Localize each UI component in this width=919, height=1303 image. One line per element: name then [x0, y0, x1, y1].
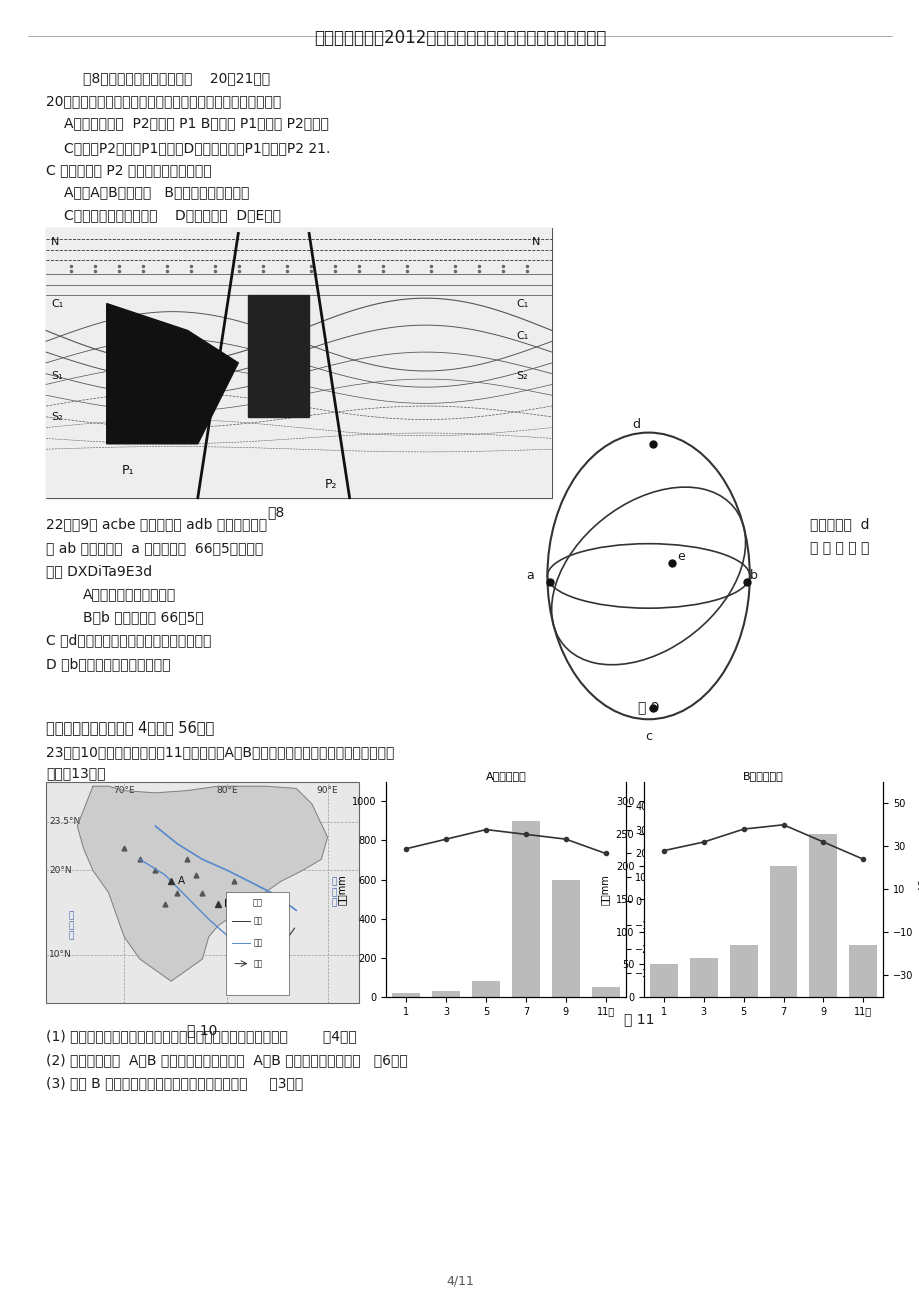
Text: 20°N: 20°N — [49, 866, 72, 874]
Bar — [512, 821, 539, 997]
Text: c: c — [644, 730, 652, 743]
Text: A．褶皱、断层  P2、断层 P1 B．断层 P1、断层 P2、褶皱: A．褶皱、断层 P2、断层 P1 B．断层 P1、断层 P2、褶皱 — [64, 116, 329, 130]
Text: 23．图10为世界某地图，图11为该地区中A、B两地的天气统计资料，读图回答以下问: 23．图10为世界某地图，图11为该地区中A、B两地的天气统计资料，读图回答以下… — [46, 745, 394, 760]
Text: C ．d点的中午太阳高度达一年中的最大值: C ．d点的中午太阳高度达一年中的最大值 — [46, 633, 211, 648]
Bar — [591, 988, 619, 997]
Bar — [392, 993, 420, 997]
Text: (2) 分别说出图中  A、B 两地自然带种类，剖析  A、B 自然带差别的原由。   （6分）: (2) 分别说出图中 A、B 两地自然带种类，剖析 A、B 自然带差别的原由。 … — [46, 1053, 407, 1067]
Polygon shape — [77, 786, 327, 981]
Text: A．被A、B岩层覆盖   B．没有该岩层的堆积: A．被A、B岩层覆盖 B．没有该岩层的堆积 — [64, 185, 249, 199]
Text: C₁: C₁ — [51, 298, 63, 309]
Text: 宁波市高三地理2012学年第一学期期末考试一试卷附参考答案: 宁波市高三地理2012学年第一学期期末考试一试卷附参考答案 — [313, 29, 606, 47]
Title: A地气候资料: A地气候资料 — [485, 771, 526, 780]
Text: 图例: 图例 — [253, 899, 263, 907]
Bar — [769, 866, 797, 997]
Text: D ．b地的昼长达一年中最小值: D ．b地的昼长达一年中最小值 — [46, 657, 170, 671]
Text: 80°E: 80°E — [216, 786, 238, 795]
Text: 印
度
洋: 印 度 洋 — [68, 911, 74, 941]
Text: 20．该地的几次主要地质作用，按发生时代的先后次序挨次是: 20．该地的几次主要地质作用，按发生时代的先后次序挨次是 — [46, 94, 281, 108]
Text: b: b — [749, 569, 757, 582]
Text: 河流: 河流 — [253, 938, 262, 947]
Text: d: d — [632, 418, 640, 431]
Polygon shape — [107, 304, 238, 444]
Bar — [650, 964, 677, 997]
FancyBboxPatch shape — [46, 228, 551, 498]
Text: P₂: P₂ — [324, 478, 336, 491]
Bar — [689, 958, 717, 997]
Y-axis label: 气温℃: 气温℃ — [661, 878, 671, 900]
Y-axis label: 气温℃: 气温℃ — [918, 878, 919, 900]
Text: B．b 点的纬度为 66．5度: B．b 点的纬度为 66．5度 — [83, 610, 203, 624]
Text: 4/11: 4/11 — [446, 1274, 473, 1287]
Text: 的是 DXDiTa9E3d: 的是 DXDiTa9E3d — [46, 564, 152, 579]
Text: 图 11: 图 11 — [623, 1012, 654, 1027]
Text: N: N — [51, 237, 60, 246]
Text: 印
度
洋: 印 度 洋 — [331, 878, 336, 907]
Text: C₁: C₁ — [516, 331, 528, 341]
Text: (1) 说出图中会出现中午日影长为零现象的地区，并说明原由。        （4分）: (1) 说出图中会出现中午日影长为零现象的地区，并说明原由。 （4分） — [46, 1029, 357, 1044]
Text: C 岩层在断层 P2 右边缺失的主要原因是: C 岩层在断层 P2 右边缺失的主要原因是 — [46, 163, 211, 177]
Text: 70°E: 70°E — [113, 786, 135, 795]
Text: 图 10: 图 10 — [187, 1023, 218, 1037]
Text: N: N — [531, 237, 539, 246]
Text: 列 说 法 正 确: 列 说 法 正 确 — [809, 541, 868, 555]
Text: 10°N: 10°N — [49, 950, 72, 959]
Bar — [46, 228, 551, 498]
Text: 风向: 风向 — [253, 959, 262, 968]
Text: P₁: P₁ — [121, 464, 134, 477]
Text: a: a — [526, 569, 534, 582]
Text: C₁: C₁ — [516, 298, 528, 309]
FancyBboxPatch shape — [225, 891, 289, 995]
Text: S₂: S₂ — [51, 412, 62, 422]
Text: 图8表示某地地质剖面，回答    20～21题。: 图8表示某地地质剖面，回答 20～21题。 — [83, 72, 269, 86]
Text: 二、综合题（本大题有 4题，共 56分）: 二、综合题（本大题有 4题，共 56分） — [46, 721, 214, 736]
Text: A: A — [177, 877, 185, 886]
Text: A．太阳直射在同归线上: A．太阳直射在同归线上 — [83, 588, 176, 602]
Text: 22．图9中 acbe 为晨昏圈， adb 为经线圈的一: 22．图9中 acbe 为晨昏圈， adb 为经线圈的一 — [46, 517, 267, 532]
Text: 90°E: 90°E — [316, 786, 338, 795]
Y-axis label: 降水mm: 降水mm — [599, 874, 609, 904]
Text: 题。（13分）: 题。（13分） — [46, 766, 106, 780]
Bar — [432, 992, 460, 997]
Text: 为 ab 的中点，若  a 点的纬度为  66．5度，则下: 为 ab 的中点，若 a 点的纬度为 66．5度，则下 — [46, 541, 263, 555]
Bar — [809, 834, 836, 997]
Text: e: e — [676, 550, 684, 563]
Text: C．断层P2、断层P1、褶皱D．褶皱、断层P1、断层P2 21.: C．断层P2、断层P1、褶皱D．褶皱、断层P1、断层P2 21. — [64, 141, 331, 155]
Text: 部分，此中  d: 部分，此中 d — [809, 517, 868, 532]
Bar — [848, 945, 877, 997]
Text: B: B — [224, 899, 232, 908]
Text: 图 9: 图 9 — [637, 700, 659, 714]
Bar — [471, 981, 500, 997]
Text: S₂: S₂ — [516, 371, 528, 382]
Bar — [551, 880, 579, 997]
Text: S₁: S₁ — [51, 371, 62, 382]
Text: (3) 说出 B 地最高气温出现的月份，并剖析原由。     （3分）: (3) 说出 B 地最高气温出现的月份，并剖析原由。 （3分） — [46, 1076, 303, 1091]
Bar — [729, 945, 757, 997]
Text: 23.5°N: 23.5°N — [49, 817, 80, 826]
Polygon shape — [248, 296, 309, 417]
Text: 图8: 图8 — [267, 506, 284, 520]
Text: C．抬升此后遭外力侵害    D．下陷侵入  D、E岩层: C．抬升此后遭外力侵害 D．下陷侵入 D、E岩层 — [64, 208, 281, 223]
Title: B地气候资料: B地气候资料 — [743, 771, 783, 780]
Text: 山脉: 山脉 — [253, 916, 262, 925]
FancyBboxPatch shape — [46, 782, 358, 1003]
Y-axis label: 降水mm: 降水mm — [336, 874, 346, 904]
